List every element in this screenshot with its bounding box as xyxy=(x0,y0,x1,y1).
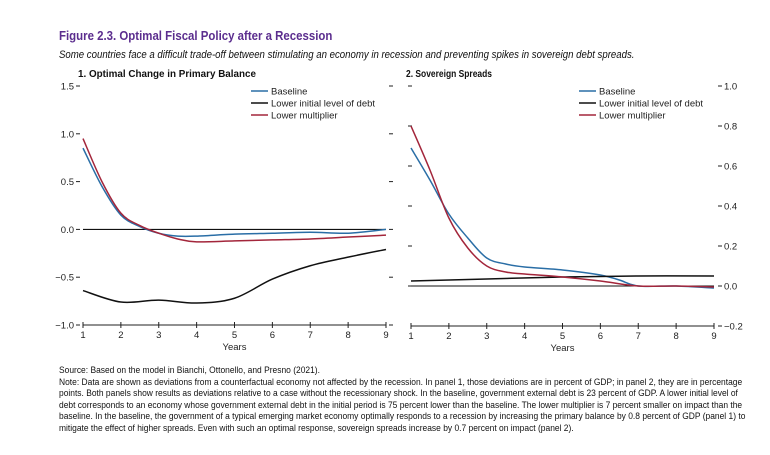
y-tick-label: 0.6 xyxy=(724,162,737,173)
x-tick-label: 5 xyxy=(560,331,565,342)
figure-subtitle: Some countries face a difficult trade-of… xyxy=(59,49,635,61)
x-tick-label: 6 xyxy=(270,330,275,341)
x-tick-label: 9 xyxy=(383,330,388,341)
x-tick-label: 2 xyxy=(446,331,451,342)
y-tick-label: 0.0 xyxy=(724,282,737,293)
panel-1: 1. Optimal Change in Primary Balance 1.5 1… xyxy=(55,68,393,353)
y-tick-label: 0.8 xyxy=(724,122,737,133)
figure-notes: Source: Based on the model in Bianchi, O… xyxy=(59,365,745,435)
y-tick-label: 0.5 xyxy=(61,177,74,188)
note-text: Note: Data are shown as deviations from … xyxy=(59,376,746,434)
x-tick-label: 5 xyxy=(232,330,237,341)
y-tick-label: 1.0 xyxy=(61,129,74,140)
x-tick-label: 8 xyxy=(345,330,350,341)
y-tick-label: 0.2 xyxy=(724,242,737,253)
y-tick-label: 1.0 xyxy=(724,82,737,93)
x-tick-label: 4 xyxy=(194,330,199,341)
legend-label: Lower initial level of debt xyxy=(599,99,703,110)
x-tick-label: 6 xyxy=(598,331,603,342)
figure-title: Figure 2.3. Optimal Fiscal Policy after … xyxy=(59,28,333,43)
legend-label: Lower multiplier xyxy=(271,111,338,122)
series-line-lower-multiplier xyxy=(82,138,387,243)
y-tick-label: −1.0 xyxy=(55,321,74,332)
x-tick-label: 2 xyxy=(118,330,123,341)
x-tick-label: 4 xyxy=(522,331,527,342)
x-tick-label: 9 xyxy=(711,331,716,342)
x-axis-label: Years xyxy=(551,343,575,354)
x-tick-label: 7 xyxy=(636,331,641,342)
source-text: Source: Based on the model in Bianchi, O… xyxy=(59,365,320,376)
series-line-lower-multiplier xyxy=(410,125,715,288)
panel-title: 1. Optimal Change in Primary Balance xyxy=(78,68,256,80)
y-tick-label: 0.0 xyxy=(61,225,74,236)
legend-label: Lower multiplier xyxy=(599,111,666,122)
x-tick-label: 8 xyxy=(673,331,678,342)
legend-label: Baseline xyxy=(271,87,307,98)
legend-label: Lower initial level of debt xyxy=(271,99,375,110)
series-line-baseline xyxy=(82,147,387,238)
series-line-lower-initial-level-of-debt xyxy=(82,248,387,304)
x-tick-label: 3 xyxy=(156,330,161,341)
panel-title: 2. Sovereign Spreads xyxy=(406,68,492,80)
y-tick-label: 1.5 xyxy=(61,82,74,93)
x-tick-label: 3 xyxy=(484,331,489,342)
x-tick-label: 1 xyxy=(80,330,85,341)
x-axis-label: Years xyxy=(223,342,247,353)
panel-2: 2. Sovereign Spreads 1.0 0.8 0.6 0.4 0.2 0.0 −0… xyxy=(406,68,743,354)
series-line-baseline xyxy=(410,147,715,289)
y-tick-label: −0.2 xyxy=(724,322,743,333)
x-tick-label: 1 xyxy=(408,331,413,342)
y-tick-label: −0.5 xyxy=(55,273,74,284)
legend-label: Baseline xyxy=(599,87,635,98)
y-tick-label: 0.4 xyxy=(724,202,737,213)
x-tick-label: 7 xyxy=(308,330,313,341)
